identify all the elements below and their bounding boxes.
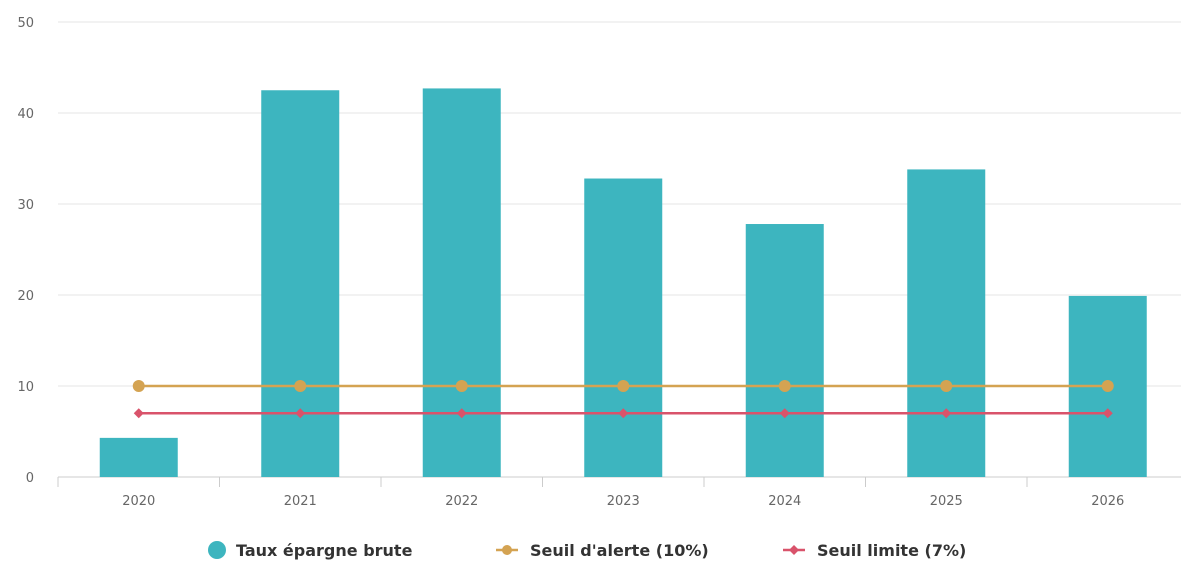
y-tick-label: 20 [17, 289, 34, 304]
legend-marker [789, 545, 799, 555]
y-tick-label: 50 [17, 16, 34, 31]
bar[interactable] [907, 169, 986, 478]
x-tick-label: 2024 [768, 494, 801, 509]
point-marker[interactable] [778, 380, 791, 392]
point-marker[interactable] [295, 408, 306, 419]
bar-series [99, 88, 1147, 478]
legend-item[interactable]: Taux épargne brute [208, 541, 413, 560]
bar[interactable] [584, 178, 663, 477]
y-axis: 0 10 20 30 40 50 [17, 16, 34, 486]
point-marker[interactable] [617, 380, 630, 392]
legend-label: Taux épargne brute [236, 541, 413, 560]
point-marker[interactable] [294, 380, 307, 392]
line-series [132, 380, 1114, 419]
bar[interactable] [261, 90, 340, 477]
y-tick-label: 0 [26, 471, 34, 486]
legend-label: Seuil limite (7%) [817, 541, 966, 560]
x-tick-label: 2022 [445, 494, 478, 509]
legend-swatch [208, 541, 226, 559]
y-tick-label: 40 [17, 107, 34, 122]
point-marker[interactable] [456, 408, 467, 419]
point-marker[interactable] [779, 408, 790, 419]
legend-item[interactable]: Seuil limite (7%) [783, 541, 966, 560]
x-tick-label: 2023 [607, 494, 640, 509]
point-marker[interactable] [1101, 380, 1114, 392]
legend-label: Seuil d'alerte (10%) [530, 541, 709, 560]
bar[interactable] [422, 88, 501, 478]
point-marker[interactable] [941, 408, 952, 419]
point-marker[interactable] [455, 380, 468, 392]
y-tick-label: 10 [17, 380, 34, 395]
x-tick-label: 2021 [284, 494, 317, 509]
point-marker[interactable] [618, 408, 629, 419]
bar[interactable] [745, 224, 824, 477]
legend-item[interactable]: Seuil d'alerte (10%) [496, 541, 709, 560]
bar[interactable] [99, 437, 178, 477]
point-marker[interactable] [1102, 408, 1113, 419]
point-marker[interactable] [133, 408, 144, 419]
legend-marker [502, 545, 512, 555]
x-axis: 2020 2021 2022 2023 2024 2025 2026 [57, 476, 1181, 509]
y-tick-label: 30 [17, 198, 34, 213]
legend[interactable]: Taux épargne brute Seuil d'alerte (10%) Se… [208, 541, 966, 560]
x-tick-label: 2026 [1091, 494, 1124, 509]
point-marker[interactable] [132, 380, 145, 392]
point-marker[interactable] [940, 380, 953, 392]
x-tick-label: 2020 [122, 494, 155, 509]
x-tick-label: 2025 [930, 494, 963, 509]
